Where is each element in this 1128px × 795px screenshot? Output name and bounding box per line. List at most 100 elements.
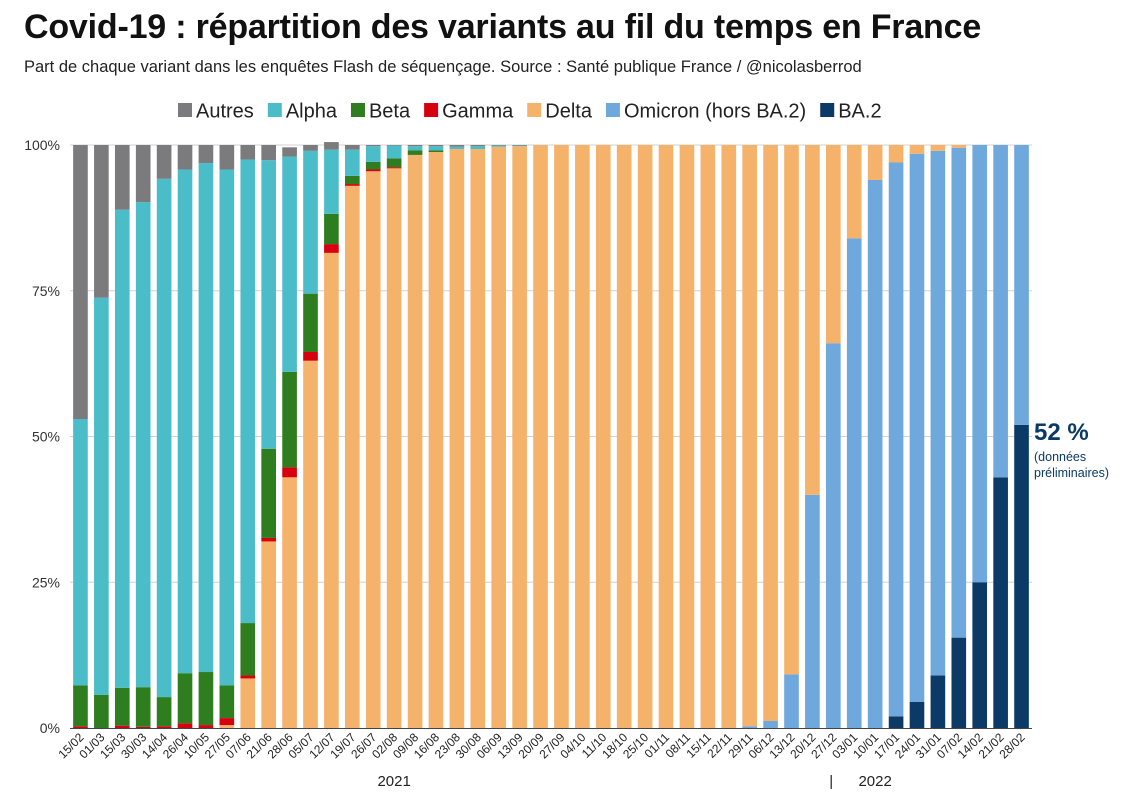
bar-autres-05-07 [303, 145, 318, 151]
chart-gridlines [70, 144, 1032, 583]
bar-delta-09-08 [407, 154, 423, 728]
legend-label-ba-2: BA.2 [838, 101, 881, 123]
bar-beta-07-06 [240, 623, 256, 676]
bar-delta-06-09 [491, 146, 507, 728]
bar-delta-05-07 [303, 360, 318, 728]
bar-alpha-02-08 [386, 145, 402, 159]
bar-alpha-09-08 [407, 146, 423, 151]
bar-delta-22-11 [721, 145, 737, 728]
chart-bars [73, 142, 1029, 729]
bar-gamma-26-04 [177, 723, 193, 728]
bar-delta-08-11 [679, 145, 695, 728]
bar-alpha-07-06 [240, 159, 256, 624]
bar-beta-09-08 [407, 150, 423, 155]
bar-delta-07-06 [240, 678, 256, 728]
bar-alpha-15-02 [73, 419, 88, 686]
bar-delta-15-11 [700, 145, 716, 728]
bar-autres-02-08 [386, 145, 402, 146]
bar-autres-16-08 [428, 145, 444, 147]
bar-beta-01-03 [94, 694, 109, 728]
bar-delta-02-08 [386, 168, 402, 728]
bar-beta-10-05 [198, 672, 214, 726]
bar-delta-16-08 [428, 152, 444, 728]
bar-gamma-19-07 [345, 184, 360, 186]
bar-delta-30-08 [470, 149, 486, 728]
bar-beta-05-07 [303, 293, 318, 352]
bar-autres-14-04 [156, 145, 172, 179]
bar-beta-15-02 [73, 685, 88, 727]
bar-delta-25-10 [637, 145, 653, 728]
chart-annotation: 52 % (données préliminaires) [1034, 419, 1109, 480]
bar-ba-2-14-02 [972, 582, 988, 728]
bar-alpha-12-07 [324, 149, 339, 214]
y-tick-label-100: 100% [24, 137, 60, 153]
bar-delta-26-07 [365, 171, 381, 729]
bar-autres-28-06 [282, 147, 297, 157]
bar-omicron-hors-ba-2-21-02 [993, 145, 1008, 478]
bar-delta-11-10 [595, 145, 611, 728]
bar-gamma-14-04 [156, 726, 172, 728]
bar-delta-23-08 [449, 149, 465, 728]
legend-swatch-autres [178, 103, 192, 117]
bar-beta-30-03 [135, 687, 151, 727]
bar-gamma-05-07 [303, 351, 318, 361]
legend-swatch-gamma [424, 103, 439, 117]
bar-alpha-30-08 [470, 146, 486, 150]
legend-swatch-delta [527, 103, 542, 117]
bar-gamma-26-07 [365, 169, 381, 172]
bar-delta-10-01 [867, 145, 883, 180]
bar-alpha-21-06 [261, 160, 276, 449]
bar-ba-2-28-02 [1014, 424, 1029, 728]
bar-delta-31-01 [930, 145, 946, 151]
bar-autres-10-05 [198, 145, 214, 164]
bar-alpha-27-05 [219, 169, 235, 686]
bar-autres-26-04 [177, 145, 193, 170]
annotation-note-line2: préliminaires) [1034, 466, 1109, 480]
bar-beta-16-08 [428, 150, 444, 152]
bar-alpha-16-08 [428, 146, 444, 151]
legend-swatch-beta [350, 103, 365, 117]
bar-alpha-15-03 [114, 209, 130, 688]
bar-omicron-hors-ba-2-29-11 [742, 726, 757, 728]
legend-swatch-alpha [267, 103, 282, 117]
bar-alpha-14-04 [156, 178, 172, 698]
y-tick-label-75: 75% [32, 283, 60, 299]
annotation-value-label: 52 % [1034, 419, 1089, 446]
bar-delta-20-09 [533, 145, 548, 728]
bar-beta-14-04 [156, 697, 172, 727]
y-tick-label-25: 25% [32, 574, 60, 590]
x-axis: 15/0201/0315/0330/0314/0426/0410/0527/05… [55, 728, 1032, 790]
bar-alpha-06-09 [491, 145, 507, 147]
bar-autres-06-09 [491, 145, 507, 146]
bar-gamma-28-06 [282, 467, 297, 478]
bar-autres-15-03 [114, 145, 130, 210]
bar-alpha-05-07 [303, 150, 318, 294]
bar-omicron-hors-ba-2-28-02 [1014, 145, 1029, 425]
bar-delta-27-09 [554, 145, 569, 728]
legend-label-omicron-hors-ba-2: Omicron (hors BA.2) [624, 101, 806, 123]
bar-autres-01-03 [94, 145, 109, 298]
bar-beta-15-03 [114, 687, 130, 726]
bar-beta-28-06 [282, 371, 297, 468]
bar-delta-03-01 [846, 145, 862, 239]
legend-label-gamma: Gamma [442, 101, 514, 123]
year-separator: | [829, 773, 833, 790]
legend-label-autres: Autres [196, 101, 254, 123]
bar-beta-12-07 [324, 213, 339, 245]
bar-ba-2-07-02 [951, 637, 967, 728]
chart-legend: Autres Alpha Beta Gamma Delta Omicron (hors B… [178, 101, 882, 123]
bar-delta-18-10 [616, 145, 632, 728]
bar-ba-2-24-01 [909, 701, 925, 728]
year-label-2021: 2021 [377, 773, 410, 790]
bar-autres-21-06 [261, 145, 276, 161]
bar-delta-20-12 [805, 145, 820, 495]
bar-gamma-02-08 [386, 167, 402, 169]
bar-delta-28-06 [282, 477, 297, 728]
bar-gamma-27-05 [219, 718, 235, 726]
bar-autres-26-07 [365, 145, 381, 147]
bar-delta-04-10 [575, 145, 590, 728]
bar-autres-07-06 [240, 145, 256, 160]
bar-alpha-30-03 [135, 202, 151, 688]
bar-omicron-hors-ba-2-31-01 [930, 150, 946, 676]
bar-beta-02-08 [386, 158, 402, 168]
